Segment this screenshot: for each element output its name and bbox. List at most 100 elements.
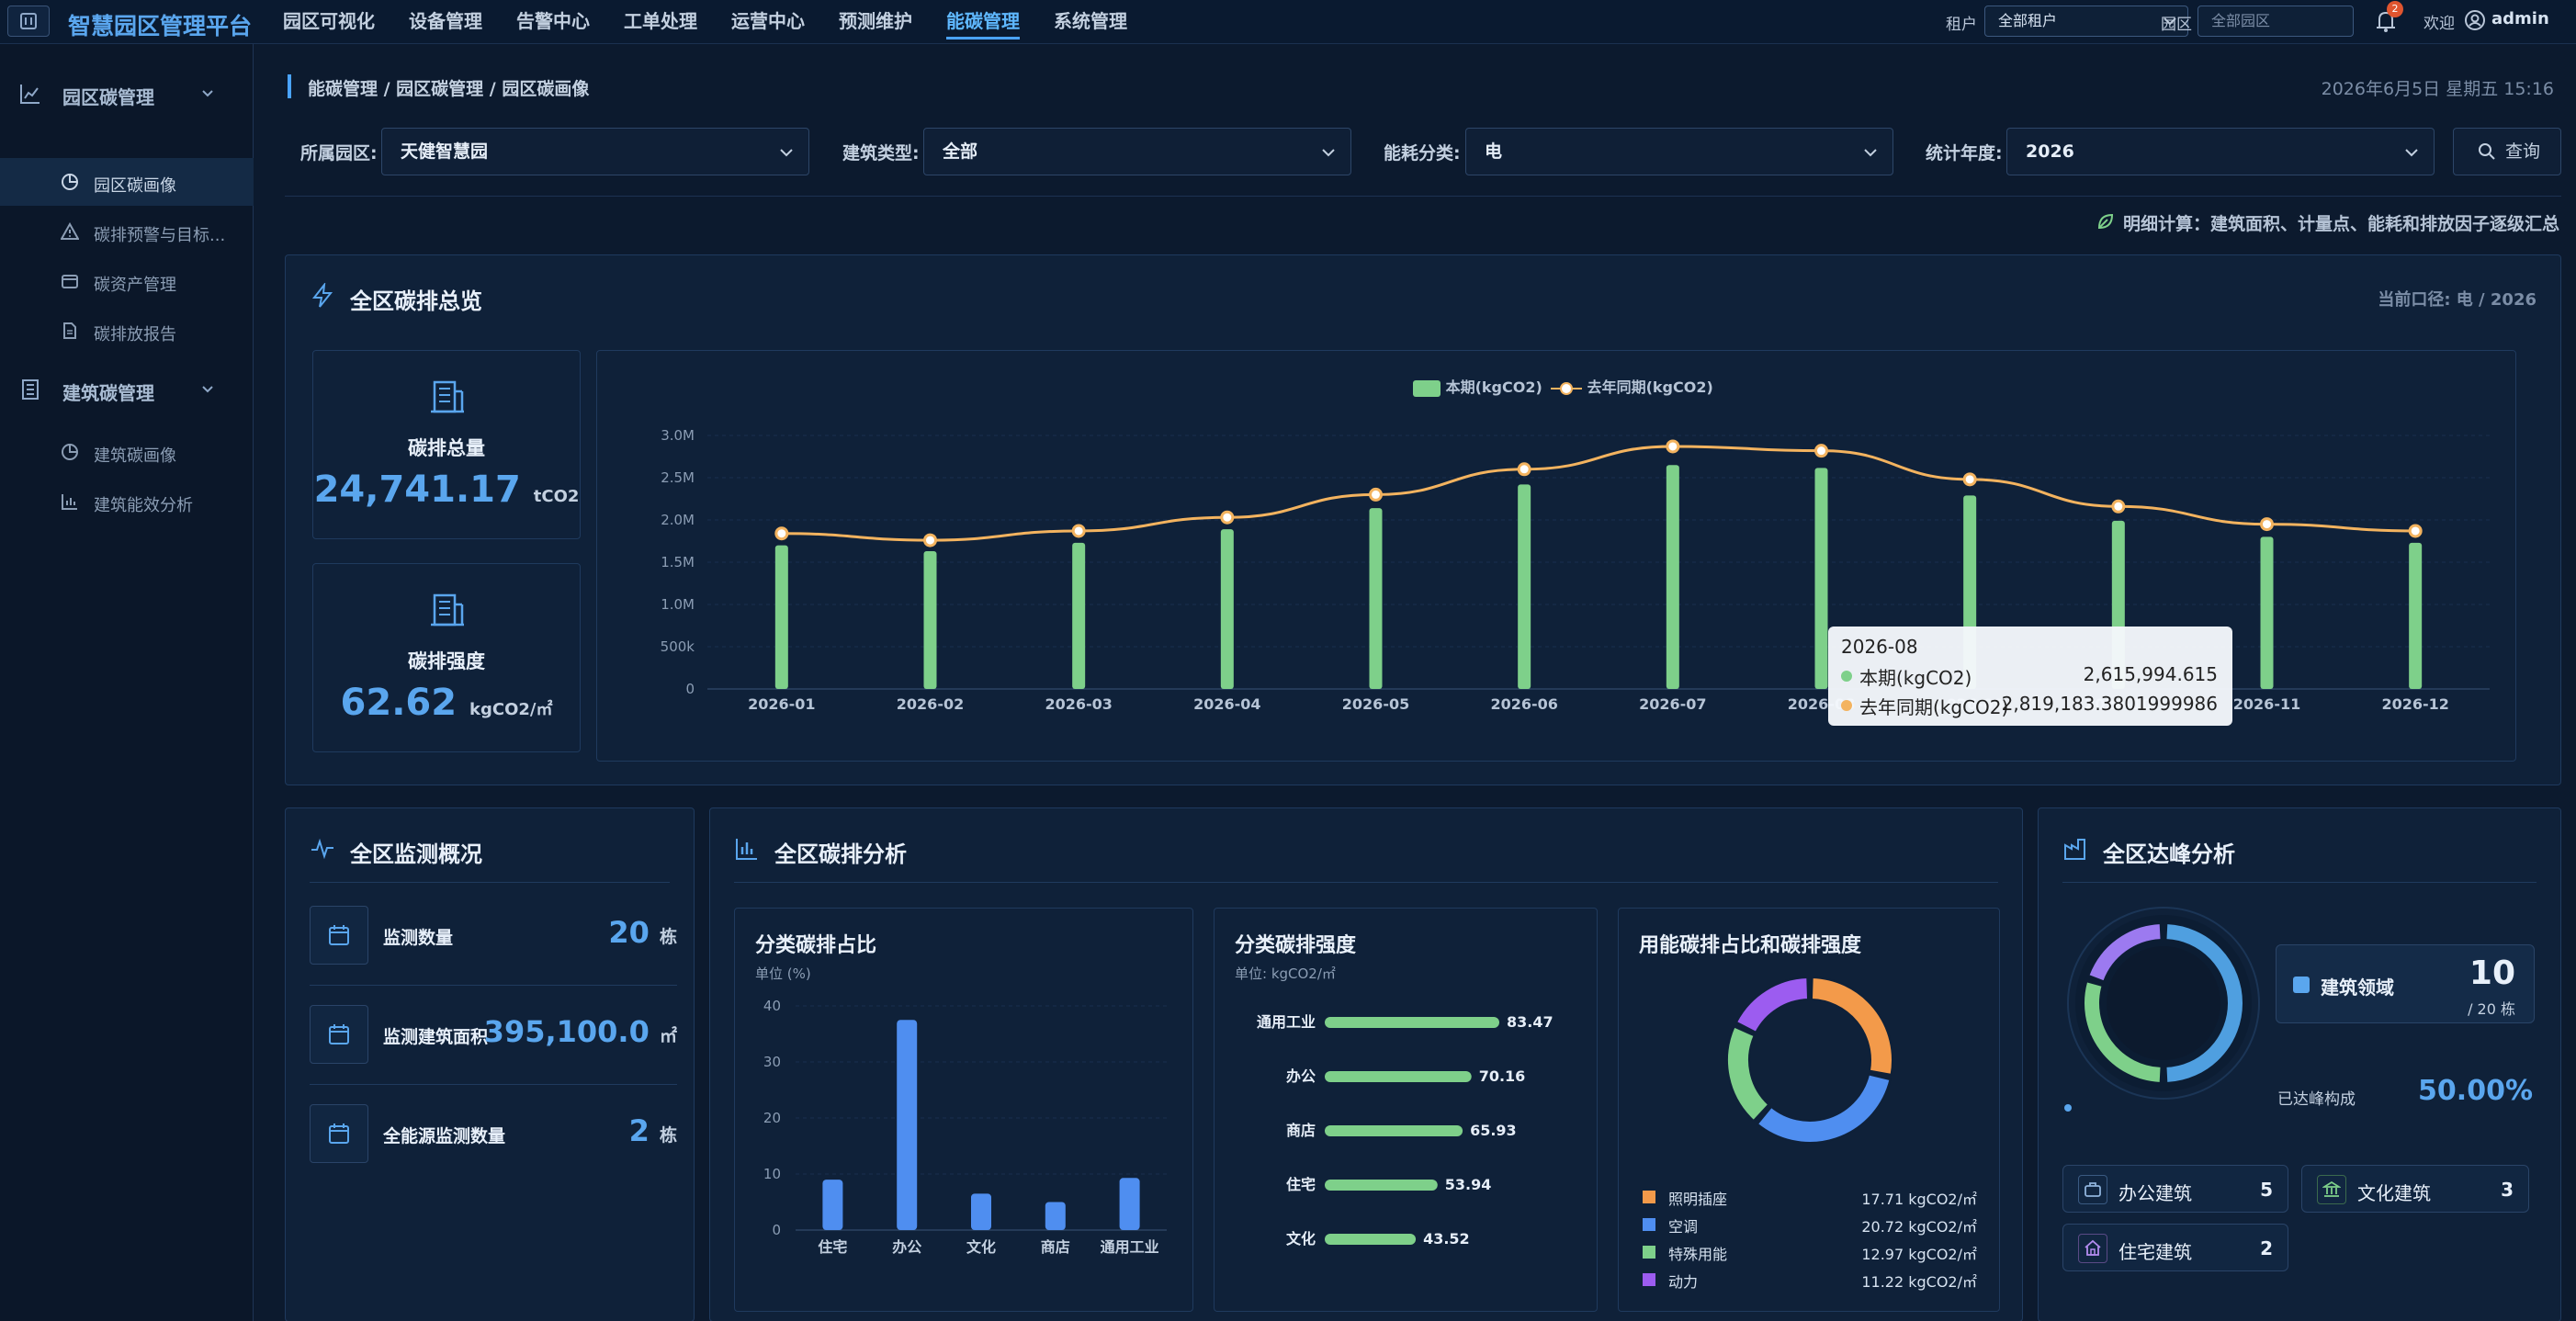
energy-type-select[interactable]: 电 bbox=[1465, 128, 1893, 175]
y-tick-label: 0 bbox=[772, 1222, 781, 1238]
donut-legend-item[interactable]: 空调 20.72 kgCO2/㎡ bbox=[1643, 1212, 1977, 1237]
park-select[interactable]: 天健智慧园 bbox=[381, 128, 809, 175]
line-point[interactable] bbox=[1666, 439, 1680, 454]
bar-intensity[interactable] bbox=[1325, 1017, 1499, 1028]
bar-intensity[interactable] bbox=[1325, 1180, 1438, 1191]
peak-arc[interactable] bbox=[2166, 924, 2243, 1082]
legend-current[interactable]: 本期(kgCO2) bbox=[1413, 375, 1542, 397]
sidebar-group-park-carbon[interactable]: 园区碳管理 bbox=[0, 70, 254, 118]
bar-current[interactable] bbox=[1072, 542, 1086, 689]
sidebar-item-carbon-warning[interactable]: 碳排预警与目标... bbox=[0, 208, 254, 255]
peak-arc[interactable] bbox=[2089, 924, 2161, 981]
top-nav-item[interactable]: 系统管理 bbox=[1054, 10, 1127, 32]
bar-intensity[interactable] bbox=[1325, 1125, 1463, 1136]
query-button[interactable]: 查询 bbox=[2453, 128, 2561, 175]
monitor-unit: 栋 bbox=[659, 1125, 677, 1146]
donut-slice[interactable] bbox=[1726, 1025, 1770, 1123]
bar-intensity[interactable] bbox=[1325, 1071, 1472, 1082]
legend-name: 特殊用能 bbox=[1668, 1246, 1728, 1263]
top-nav-item[interactable]: 告警中心 bbox=[516, 10, 590, 32]
donut-legend-item[interactable]: 动力 11.22 kgCO2/㎡ bbox=[1643, 1267, 1977, 1293]
domain-count: 10 bbox=[2469, 954, 2515, 992]
line-point[interactable] bbox=[1517, 462, 1531, 477]
donut-slice[interactable] bbox=[1810, 977, 1893, 1076]
bar-current[interactable] bbox=[774, 545, 788, 689]
x-tick-label: 办公 bbox=[892, 1238, 921, 1256]
bar-current[interactable] bbox=[2260, 536, 2274, 689]
line-point[interactable] bbox=[1220, 510, 1235, 525]
sidebar-item-building-portrait[interactable]: 建筑碳画像 bbox=[0, 428, 254, 476]
welcome-text: 欢迎 bbox=[2423, 15, 2455, 33]
top-nav-item[interactable]: 园区可视化 bbox=[283, 10, 375, 32]
x-tick-label: 住宅 bbox=[818, 1238, 847, 1256]
top-nav-item[interactable]: 能碳管理 bbox=[946, 0, 1020, 44]
bar-current[interactable] bbox=[1666, 465, 1679, 689]
sidebar-item-park-portrait[interactable]: 园区碳画像 bbox=[0, 158, 254, 206]
line-last-year bbox=[781, 445, 2416, 542]
chevron-down-icon bbox=[2405, 149, 2418, 157]
bar-share[interactable] bbox=[822, 1180, 843, 1230]
logo-icon[interactable] bbox=[7, 6, 50, 37]
line-point[interactable] bbox=[1814, 444, 1828, 458]
top-nav-item[interactable]: 预测维护 bbox=[839, 10, 912, 32]
chevron-down-icon bbox=[1322, 149, 1335, 157]
bar-current[interactable] bbox=[1518, 484, 1531, 689]
bar-share[interactable] bbox=[971, 1193, 991, 1230]
line-point[interactable] bbox=[774, 526, 789, 541]
carousel-dot[interactable] bbox=[2064, 1104, 2072, 1112]
line-point[interactable] bbox=[1369, 487, 1383, 502]
bell-icon[interactable] bbox=[2372, 6, 2400, 37]
divider bbox=[2062, 882, 2536, 883]
bar-current[interactable] bbox=[923, 551, 937, 689]
line-point[interactable] bbox=[2111, 499, 2126, 514]
donut-legend-item[interactable]: 特殊用能 12.97 kgCO2/㎡ bbox=[1643, 1239, 1977, 1265]
tenant-select[interactable]: 全部租户 bbox=[1984, 6, 2188, 37]
sidebar-group-building-carbon[interactable]: 建筑碳管理 bbox=[0, 366, 254, 413]
sidebar-item-carbon-assets[interactable]: 碳资产管理 bbox=[0, 257, 254, 305]
donut-slice[interactable] bbox=[1734, 977, 1810, 1034]
line-point[interactable] bbox=[1962, 472, 1977, 487]
legend-swatch bbox=[1643, 1246, 1655, 1259]
monitor-panel: 全区监测概况 监测数量 20 栋 监测建筑面积 395,100.0 ㎡ 全能源监… bbox=[285, 807, 695, 1321]
park-input[interactable]: 全部园区 bbox=[2198, 6, 2354, 37]
year-select[interactable]: 2026 bbox=[2006, 128, 2435, 175]
monthly-emission-chart: 本期(kgCO2) 去年同期(kgCO2) 0 500k 1.0M 1.5M 2.0M 2… bbox=[596, 350, 2516, 762]
peak-arc[interactable] bbox=[2085, 982, 2161, 1082]
bar-current[interactable] bbox=[1814, 468, 1828, 689]
data-label: 43.52 bbox=[1423, 1230, 1470, 1248]
line-point[interactable] bbox=[1071, 524, 1086, 538]
building-type-select[interactable]: 全部 bbox=[923, 128, 1351, 175]
donut-slice[interactable] bbox=[1756, 1073, 1892, 1144]
bar-share[interactable] bbox=[1045, 1202, 1066, 1231]
bar-share[interactable] bbox=[1119, 1178, 1140, 1230]
bar-share[interactable] bbox=[897, 1020, 918, 1230]
user-icon[interactable] bbox=[2464, 9, 2486, 31]
legend-last-year-label: 去年同期(kgCO2) bbox=[1587, 378, 1713, 396]
bar-current[interactable] bbox=[2409, 542, 2423, 689]
monitor-row-area: 监测建筑面积 395,100.0 ㎡ bbox=[310, 1005, 677, 1069]
building-card-office[interactable]: 办公建筑 5 bbox=[2062, 1165, 2288, 1213]
line-point[interactable] bbox=[2260, 517, 2274, 532]
sidebar-item-building-efficiency[interactable]: 建筑能效分析 bbox=[0, 478, 254, 525]
building-card-culture[interactable]: 文化建筑 3 bbox=[2301, 1165, 2529, 1213]
line-point[interactable] bbox=[923, 533, 937, 548]
bar-current[interactable] bbox=[1220, 529, 1234, 689]
building-card-residential[interactable]: 住宅建筑 2 bbox=[2062, 1224, 2288, 1271]
donut-legend-item[interactable]: 照明插座 17.71 kgCO2/㎡ bbox=[1643, 1184, 1977, 1210]
pie-chart-icon bbox=[62, 174, 78, 190]
top-nav-item[interactable]: 设备管理 bbox=[409, 10, 482, 32]
legend-name: 照明插座 bbox=[1668, 1191, 1728, 1208]
intensity-chart-svg: 通用工业 83.47 办公 70.16 商店 65.93 住宅 53.94 文化 43.52 bbox=[1257, 1013, 1554, 1248]
bar-intensity[interactable] bbox=[1325, 1234, 1417, 1245]
sidebar-item-carbon-report[interactable]: 碳排放报告 bbox=[0, 307, 254, 355]
bar-current[interactable] bbox=[1369, 508, 1383, 689]
line-point[interactable] bbox=[2408, 524, 2423, 538]
data-label: 70.16 bbox=[1479, 1067, 1526, 1085]
factory-icon bbox=[2064, 839, 2085, 860]
top-nav-item[interactable]: 工单处理 bbox=[624, 10, 697, 32]
peak-domain-card: 建筑领域 10 / 20 栋 bbox=[2276, 944, 2535, 1023]
legend-last-year[interactable]: 去年同期(kgCO2) bbox=[1551, 375, 1713, 397]
top-nav-item[interactable]: 运营中心 bbox=[731, 10, 805, 32]
username[interactable]: admin bbox=[2491, 9, 2549, 28]
monitor-unit: ㎡ bbox=[659, 1026, 677, 1046]
